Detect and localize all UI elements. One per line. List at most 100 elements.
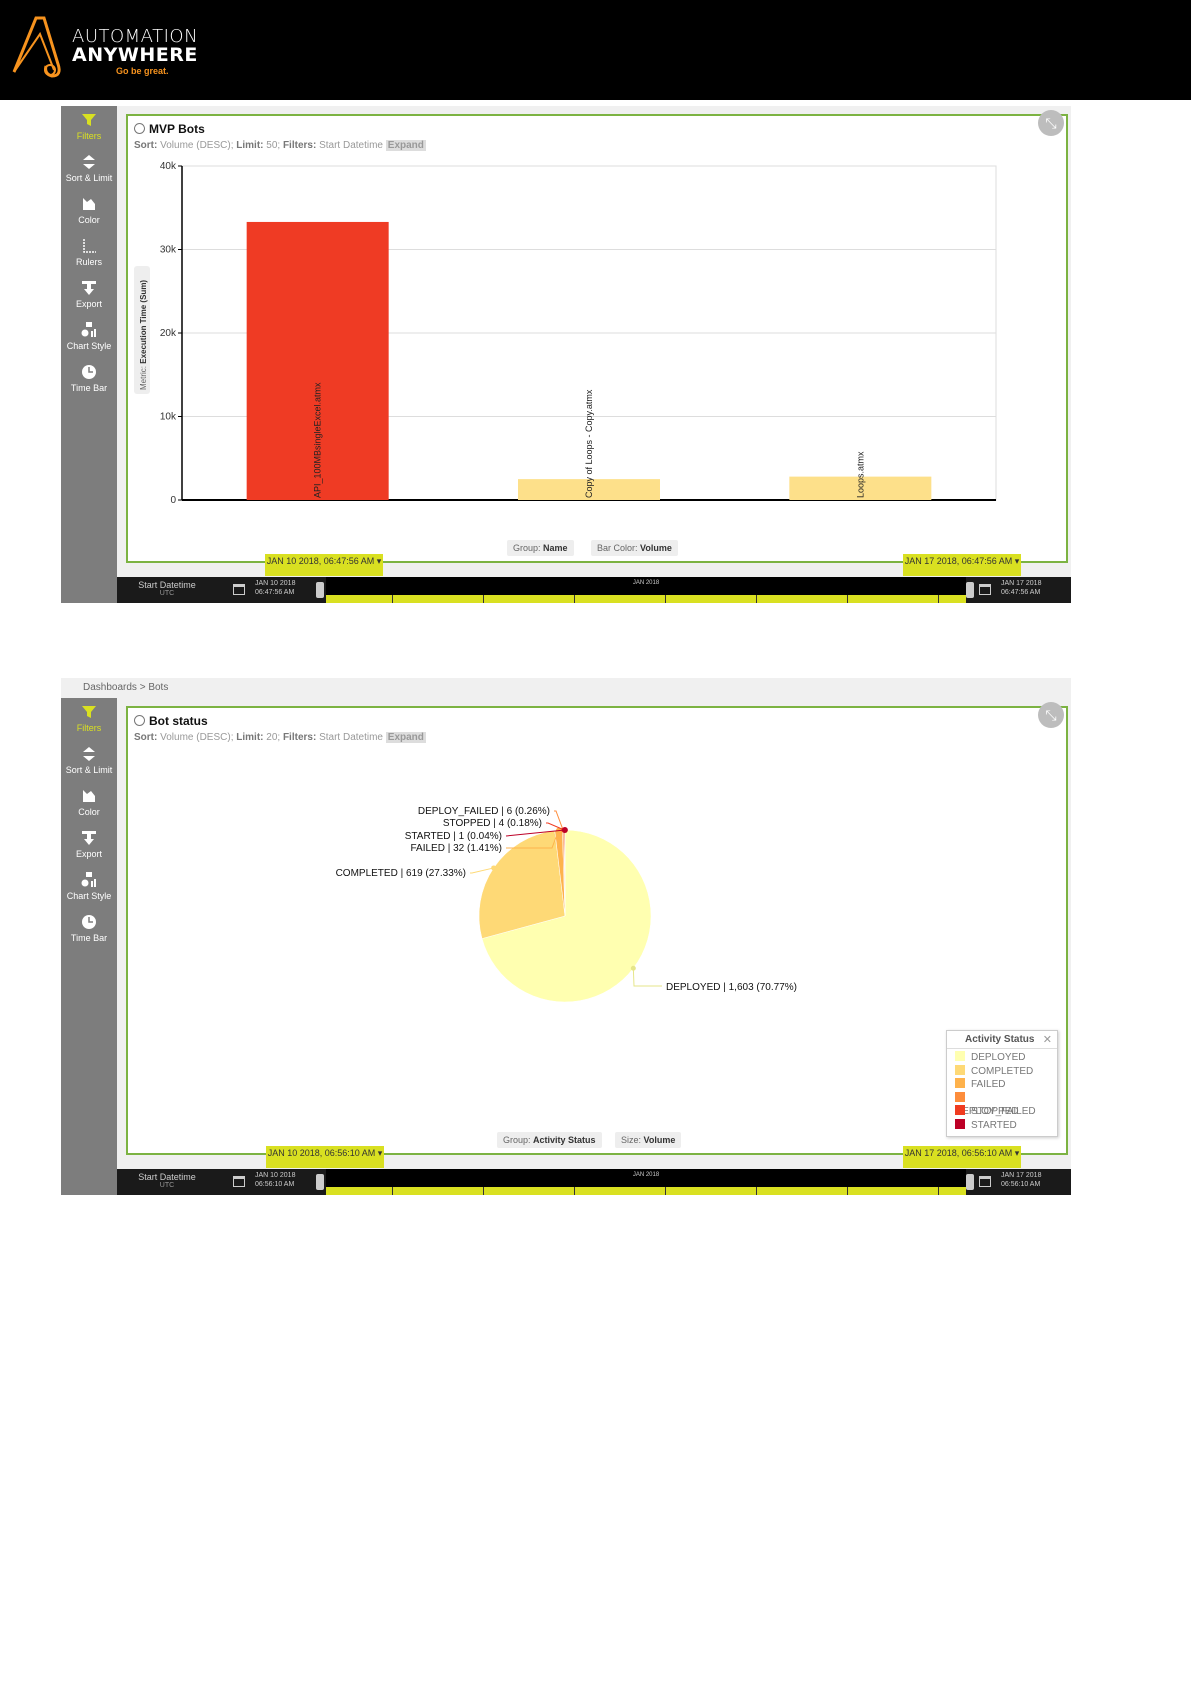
timebar-start-handle[interactable]: [316, 1174, 324, 1190]
calendar-icon[interactable]: [979, 1176, 991, 1187]
timebar-tick: [665, 595, 666, 603]
color-icon: [83, 198, 95, 210]
timebar-tick: [665, 1187, 666, 1195]
panel1-chart-area: MVP Bots Sort: Volume (DESC); Limit: 50;…: [117, 106, 1071, 577]
legend-label: DEPLOY_FAILED: [955, 1106, 1036, 1117]
bar[interactable]: [789, 476, 932, 500]
metric-pill[interactable]: [134, 266, 150, 394]
timebar-start-handle[interactable]: [316, 582, 324, 598]
tool-time-bar[interactable]: Time Bar: [61, 914, 117, 943]
brand-line-2: ANYWHERE: [72, 44, 198, 66]
sort-icon: [83, 747, 95, 761]
bar[interactable]: [246, 221, 389, 500]
pie-legend: Activity Status ✕ DEPLOYED COMPLETED FAILE…: [946, 1030, 1058, 1137]
size-pill[interactable]: Size: Volume: [615, 1132, 682, 1148]
timebar-tick: [574, 595, 575, 603]
chart-style-icon: [81, 322, 96, 337]
pie-chart: DEPLOYED | 1,603 (70.77%) COMPLETED | 619…: [336, 806, 797, 1003]
timebar-start-flag[interactable]: JAN 10 2018, 06:56:10 AM ▾: [266, 1146, 384, 1168]
timebar-tick: [847, 1187, 848, 1195]
tool-rulers[interactable]: Rulers: [61, 238, 117, 267]
group-pill[interactable]: Group: Name: [507, 540, 574, 556]
y-tick-label: 30k: [160, 245, 177, 256]
flag-text: JAN 17 2018, 06:56:10 AM: [904, 1148, 1013, 1158]
timebar-label: Start Datetime UTC: [117, 1169, 217, 1195]
timebar-start-date: JAN 10 2018 06:56:10 AM: [255, 1171, 295, 1189]
tool-export[interactable]: Export: [61, 830, 117, 859]
sort-value: Volume (DESC);: [160, 140, 234, 151]
brand-tagline: Go be great.: [116, 66, 169, 76]
expand-button[interactable]: Expand: [385, 140, 426, 151]
legend-item[interactable]: STARTED: [947, 1118, 1057, 1133]
timebar-tick: [392, 1187, 393, 1195]
bar[interactable]: [518, 479, 660, 500]
legend-swatch: [955, 1105, 965, 1115]
legend-swatch: [955, 1118, 965, 1129]
size-value: Volume: [643, 1135, 676, 1145]
tool-label: Rulers: [75, 257, 102, 267]
calendar-icon[interactable]: [233, 1176, 245, 1187]
tool-chart-style[interactable]: Chart Style: [61, 322, 117, 351]
timebar-end-handle[interactable]: [966, 582, 974, 598]
collapse-icon[interactable]: ⤡: [1038, 110, 1064, 136]
end-time: 06:47:56 AM: [1001, 589, 1041, 596]
timebar-track[interactable]: JAN 2018: [326, 577, 966, 603]
filter-icon: [82, 706, 96, 718]
limit-label: Limit:: [236, 732, 264, 743]
timebar-tz: UTC: [159, 590, 175, 597]
chart-subtitle: Sort: Volume (DESC); Limit: 20; Filters:…: [134, 732, 426, 743]
legend-item[interactable]: DEPLOYED: [947, 1051, 1057, 1065]
panel2-toolbar: Filters Sort & Limit Color Export Chart …: [61, 698, 117, 1195]
legend-swatch: [955, 1051, 965, 1061]
timebar-label-text: Start Datetime: [138, 580, 196, 590]
tool-export[interactable]: Export: [61, 280, 117, 309]
tool-label: Time Bar: [70, 383, 108, 393]
tool-sort-limit[interactable]: Sort & Limit: [61, 746, 117, 775]
filter-icon: [82, 114, 96, 126]
tool-time-bar[interactable]: Time Bar: [61, 364, 117, 393]
group-value: Activity Status: [533, 1135, 596, 1145]
legend-swatch: [955, 1078, 965, 1088]
start-time: 06:47:56 AM: [255, 589, 295, 596]
timebar-track[interactable]: JAN 2018: [326, 1169, 966, 1195]
legend-items: DEPLOYED COMPLETED FAILED DEPLOY_FAILED STOP…: [947, 1049, 1057, 1136]
chart-title-text: MVP Bots: [149, 122, 205, 136]
expand-button[interactable]: Expand: [385, 732, 426, 743]
legend-item[interactable]: STOPPED: [947, 1105, 1057, 1119]
timebar-end-flag[interactable]: JAN 17 2018, 06:47:56 AM ▾: [903, 554, 1021, 576]
tool-filters[interactable]: Filters: [61, 704, 117, 733]
legend-item[interactable]: COMPLETED: [947, 1064, 1057, 1079]
group-value: Name: [543, 543, 568, 553]
leader-dot: [491, 865, 497, 871]
tool-sort-limit[interactable]: Sort & Limit: [61, 154, 117, 183]
tool-filters[interactable]: Filters: [61, 112, 117, 141]
tool-label: Chart Style: [66, 341, 112, 351]
legend-title: Activity Status: [947, 1031, 1057, 1049]
tool-color[interactable]: Color: [61, 196, 117, 225]
tool-color[interactable]: Color: [61, 788, 117, 817]
clock-icon: [134, 715, 145, 726]
tool-label: Filters: [76, 723, 102, 733]
size-label: Size:: [621, 1135, 642, 1145]
legend-item[interactable]: DEPLOY_FAILED: [947, 1091, 1057, 1117]
collapse-icon[interactable]: ⤡: [1038, 702, 1064, 728]
metric-label: Metric: Execution Time (Sum): [139, 280, 148, 390]
legend-item[interactable]: FAILED: [947, 1078, 1057, 1092]
timebar-tick: [483, 1187, 484, 1195]
close-icon[interactable]: ✕: [1042, 1034, 1052, 1046]
group-pill[interactable]: Group: Activity Status: [497, 1132, 602, 1148]
timebar-range-fill: [326, 1187, 966, 1195]
tool-chart-style[interactable]: Chart Style: [61, 872, 117, 901]
leader-line: [506, 830, 560, 849]
breadcrumb[interactable]: Dashboards > Bots: [61, 678, 1071, 698]
timebar-end-date: JAN 17 2018 06:47:56 AM: [1001, 579, 1041, 597]
bar-color-pill[interactable]: Bar Color: Volume: [591, 540, 678, 556]
timebar-start-flag[interactable]: JAN 10 2018, 06:47:56 AM ▾: [265, 554, 383, 576]
calendar-icon[interactable]: [233, 584, 245, 595]
leader-line: [505, 829, 565, 837]
timebar-end-flag[interactable]: JAN 17 2018, 06:56:10 AM ▾: [903, 1146, 1021, 1168]
calendar-icon[interactable]: [979, 584, 991, 595]
panel2-timebar: Start Datetime UTC JAN 10 2018 06:56:10 AM…: [117, 1169, 1071, 1195]
timebar-end-handle[interactable]: [966, 1174, 974, 1190]
timebar-range-fill: [326, 595, 966, 603]
